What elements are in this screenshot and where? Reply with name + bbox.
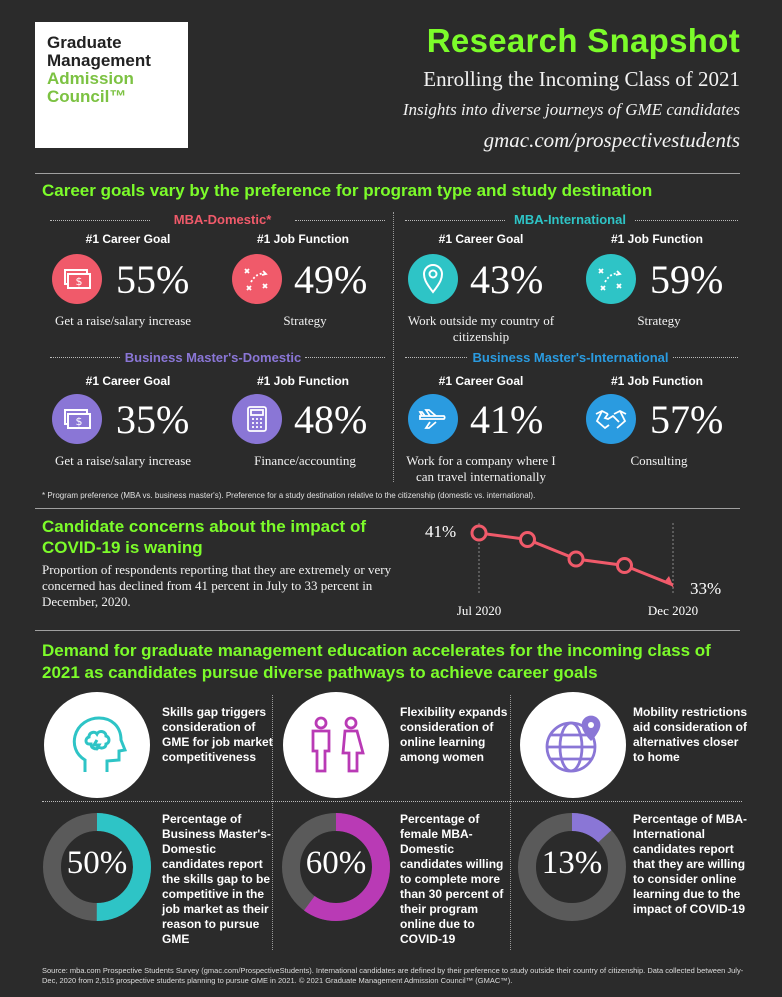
job-function-label: #1 Job Function (610, 374, 703, 388)
chart-arrowhead (665, 576, 674, 588)
group-title-mba-international: MBA-International (514, 212, 626, 227)
demand-divider-vertical (272, 695, 273, 950)
goal-caption: Work for a company where I can travel in… (406, 453, 556, 484)
demand-callout: Flexibility expands consideration of onl… (400, 705, 508, 764)
gmac-logo: Graduate Management Admission Council™ (35, 22, 188, 148)
donut-percent: 60% (305, 845, 367, 881)
job-function-label: #1 Job Function (256, 374, 349, 388)
divider-dotted (635, 220, 738, 221)
brain-head-icon (44, 692, 150, 798)
airplane-icon (408, 394, 458, 444)
job-percent: 57% (650, 397, 724, 442)
demand-callout: Mobility restrictions aid consideration … (633, 705, 748, 764)
job-caption: Finance/accounting (254, 453, 356, 468)
divider-dotted (405, 220, 505, 221)
divider-dotted (295, 220, 385, 221)
globe-icon (520, 692, 626, 798)
logo-line-4: Council™ (47, 87, 127, 106)
page-subtitle: Enrolling the Incoming Class of 2021 (423, 67, 740, 91)
goal-caption: Work outside my country of citizenship (407, 313, 555, 344)
career-goal-label: #1 Career Goal (85, 232, 171, 246)
job-percent: 49% (294, 257, 368, 302)
demand-divider-vertical (510, 695, 511, 950)
logo-line-2: Management (47, 51, 151, 70)
demand-heading: Demand for graduate management education… (42, 641, 711, 682)
divider-dotted (673, 357, 738, 358)
chart-x-label-start: Jul 2020 (457, 603, 501, 618)
donut-percent: 13% (541, 845, 603, 881)
divider (35, 630, 740, 631)
donut-description: Percentage of female MBA-Domestic candid… (400, 812, 504, 946)
job-function-label: #1 Job Function (610, 232, 703, 246)
money-icon: $ (52, 394, 102, 444)
page-tagline: Insights into diverse journeys of GME ca… (402, 100, 740, 119)
strategy-icon (586, 254, 636, 304)
divider-dotted (50, 220, 150, 221)
career-goal-label: #1 Career Goal (438, 232, 524, 246)
group-title-business-masters-international: Business Master's-International (472, 350, 669, 365)
divider-dotted (50, 357, 120, 358)
covid-body: Proportion of respondents reporting that… (42, 562, 392, 609)
goal-percent: 41% (470, 397, 544, 442)
job-caption: Consulting (630, 453, 688, 468)
covid-heading: Candidate concerns about the impact of C… (42, 517, 366, 557)
donut-fill (518, 813, 626, 921)
donut-description: Percentage of MBA-International candidat… (633, 812, 748, 916)
donut-fill (43, 813, 151, 921)
source-note: Source: mba.com Prospective Students Sur… (42, 966, 744, 985)
career-goal-label: #1 Career Goal (85, 374, 171, 388)
chart-end-label: 33% (690, 579, 721, 598)
job-percent: 48% (294, 397, 368, 442)
page-title: Research Snapshot (426, 22, 740, 59)
handshake-icon (586, 394, 636, 444)
man-woman-icon (283, 692, 389, 798)
career-heading: Career goals vary by the preference for … (42, 181, 653, 200)
covid-line-chart: 41% 33% Jul 2020 Dec 2020 (425, 522, 721, 618)
job-function-label: #1 Job Function (256, 232, 349, 246)
chart-point (616, 557, 633, 574)
career-goal-label: #1 Career Goal (438, 374, 524, 388)
svg-text:$: $ (76, 415, 83, 428)
location-pin-icon (408, 254, 458, 304)
donut-percent: 50% (66, 845, 128, 881)
page-url[interactable]: gmac.com/prospectivestudents (483, 128, 740, 152)
donut-chart (518, 813, 626, 921)
divider (35, 508, 740, 509)
demand-callout: Skills gap triggers consideration of GME… (162, 705, 273, 764)
logo-line-3: Admission (47, 69, 134, 88)
chart-point (519, 531, 536, 548)
group-title-mba-domestic: MBA-Domestic* (173, 212, 272, 227)
chart-point (470, 524, 488, 542)
svg-text:$: $ (76, 275, 83, 288)
donut-description: Percentage of Business Master's-Domestic… (162, 812, 271, 946)
job-caption: Strategy (283, 313, 327, 328)
calculator-icon (232, 394, 282, 444)
chart-start-label: 41% (425, 522, 456, 541)
donut-chart (43, 813, 151, 921)
footnote: * Program preference (MBA vs. business m… (42, 491, 536, 500)
divider (35, 173, 740, 174)
goal-percent: 55% (116, 257, 190, 302)
goal-caption: Get a raise/salary increase (54, 313, 192, 328)
goal-percent: 43% (470, 257, 544, 302)
donut-chart (282, 813, 390, 921)
divider-dotted (42, 801, 742, 802)
divider-dotted (305, 357, 385, 358)
career-divider-vertical (393, 212, 394, 482)
job-percent: 59% (650, 257, 724, 302)
logo-line-1: Graduate (47, 33, 122, 52)
chart-x-label-end: Dec 2020 (648, 603, 698, 618)
chart-point (567, 550, 585, 568)
divider-dotted (405, 357, 467, 358)
group-title-business-masters-domestic: Business Master's-Domestic (124, 350, 302, 365)
goal-percent: 35% (116, 397, 190, 442)
money-icon: $ (52, 254, 102, 304)
strategy-icon (232, 254, 282, 304)
job-caption: Strategy (637, 313, 681, 328)
goal-caption: Get a raise/salary increase (54, 453, 192, 468)
donut-fill (282, 813, 390, 921)
